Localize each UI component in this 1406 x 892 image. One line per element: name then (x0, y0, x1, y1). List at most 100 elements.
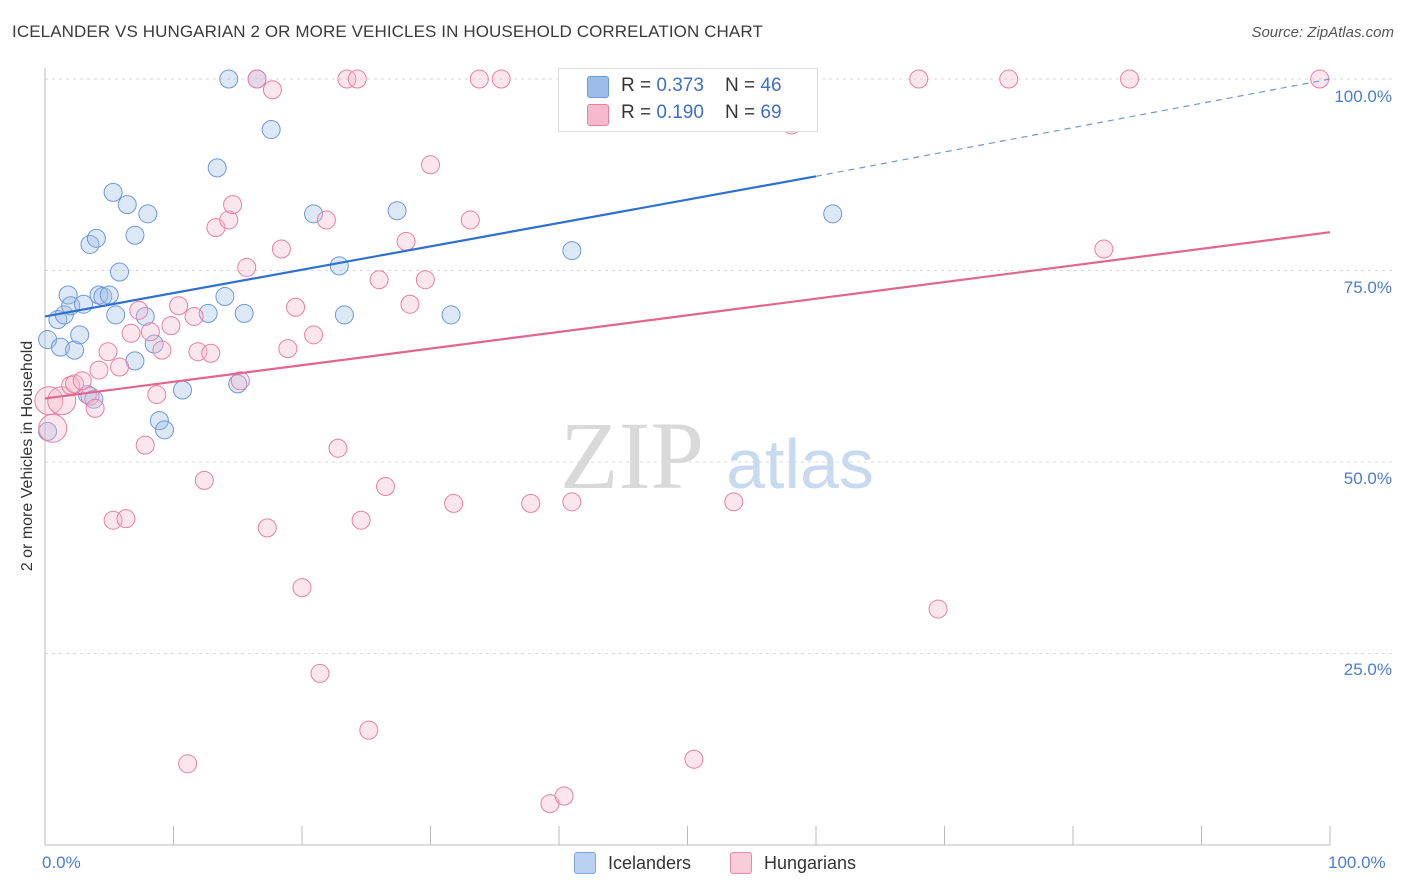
hungarian-point (194, 470, 214, 490)
hungarian-point (247, 69, 267, 89)
icelander-point (207, 158, 227, 178)
hungarian-point (999, 69, 1019, 89)
icelander-point (215, 287, 235, 307)
hungarian-point (359, 720, 379, 740)
icelander-point (65, 340, 85, 360)
hungarians-trend-line (44, 231, 1331, 400)
hungarian-point (223, 195, 243, 215)
legend-swatch-icelanders (574, 852, 596, 874)
n-value: 69 (760, 102, 782, 123)
icelander-point (387, 201, 407, 221)
hungarian-point (257, 518, 277, 538)
icelander-point (329, 256, 349, 276)
hungarian-point (351, 510, 371, 530)
icelander-point (172, 380, 192, 400)
hungarian-point (152, 340, 172, 360)
icelander-point (50, 337, 70, 357)
r-label: R = (621, 102, 657, 123)
data-points (34, 69, 1330, 814)
hungarian-point (201, 343, 221, 363)
icelander-point (99, 285, 119, 305)
legend-label-icelanders: Icelanders (608, 852, 692, 873)
legend-item-hungarians[interactable]: Hungarians (730, 852, 856, 874)
hungarian-point (337, 69, 357, 89)
r-label: R = (621, 75, 657, 96)
hungarian-point (237, 257, 257, 277)
hungarian-point (444, 493, 464, 513)
hungarian-point (369, 270, 389, 290)
hungarian-point (38, 413, 68, 443)
hungarian-point (147, 385, 167, 405)
icelander-point (334, 305, 354, 325)
n-label: N = (725, 75, 761, 96)
x-tick-max: 100.0% (1328, 853, 1386, 872)
hungarian-point (65, 374, 85, 394)
hungarian-point (684, 749, 704, 769)
icelander-point (86, 228, 106, 248)
icelanders-trend-line (44, 175, 817, 318)
icelander-point (110, 262, 130, 282)
hungarian-point (271, 239, 291, 259)
y-tick-75: 75.0% (1343, 278, 1392, 297)
watermark-atlas: atlas (726, 425, 874, 503)
r-value: 0.373 (656, 75, 704, 96)
hungarian-point (521, 493, 541, 513)
hungarian-point (304, 325, 324, 345)
axes (44, 68, 1331, 846)
icelander-point (441, 305, 461, 325)
hungarian-point (928, 599, 948, 619)
hungarian-point (400, 294, 420, 314)
legend-label-hungarians: Hungarians (764, 852, 857, 873)
hungarian-point (219, 210, 239, 230)
hungarian-point (292, 578, 312, 598)
x-tick-min: 0.0% (42, 853, 81, 872)
icelanders-stats: R = 0.373 N = 46 (621, 75, 782, 97)
hungarian-point (278, 339, 298, 359)
trend-lines (44, 78, 1331, 400)
icelander-point (562, 241, 582, 261)
hungarian-point (178, 754, 198, 774)
icelander-point (234, 303, 254, 323)
icelander-point (125, 225, 145, 245)
hungarian-point (554, 786, 574, 806)
n-value: 46 (760, 75, 782, 96)
legend-item-icelanders[interactable]: Icelanders (574, 852, 691, 874)
hungarian-point (129, 300, 149, 320)
hungarian-point (286, 297, 306, 317)
hungarian-point (184, 306, 204, 326)
hungarian-point (421, 155, 440, 175)
icelander-point (219, 69, 239, 89)
hungarian-point (328, 438, 348, 458)
hungarian-point (98, 342, 118, 362)
icelander-point (198, 303, 218, 323)
icelander-point (103, 182, 123, 202)
hungarian-point (72, 371, 92, 391)
icelander-point (149, 411, 169, 431)
hungarians-stats: R = 0.190 N = 69 (621, 102, 782, 124)
hungarian-point (110, 357, 130, 377)
icelanders-trend-extension (815, 78, 1331, 177)
hungarian-point (347, 69, 367, 89)
icelander-point (823, 204, 843, 224)
icelander-point (106, 305, 126, 325)
hungarian-point (460, 210, 480, 230)
source-label: Source: ZipAtlas.com (1251, 24, 1394, 41)
n-label: N = (725, 102, 761, 123)
chart-title: ICELANDER VS HUNGARIAN 2 OR MORE VEHICLE… (12, 22, 763, 41)
y-axis-label: 2 or more Vehicles in Household (19, 340, 36, 572)
hungarian-point (469, 69, 489, 89)
icelander-point (117, 195, 137, 215)
hungarian-point (909, 69, 929, 89)
y-tick-100: 100.0% (1334, 87, 1392, 106)
hungarian-point (562, 492, 582, 512)
hungarian-point (89, 360, 109, 380)
icelander-point (261, 120, 281, 140)
hungarian-point (724, 492, 744, 512)
hungarian-point (230, 371, 250, 391)
y-tick-25: 25.0% (1343, 660, 1392, 679)
hungarian-point (121, 323, 141, 343)
hungarian-point (1310, 69, 1330, 89)
y-tick-50: 50.0% (1343, 469, 1392, 488)
stats-legend-box: R = 0.373 N = 46 R = 0.190 N = 69 (558, 68, 818, 132)
